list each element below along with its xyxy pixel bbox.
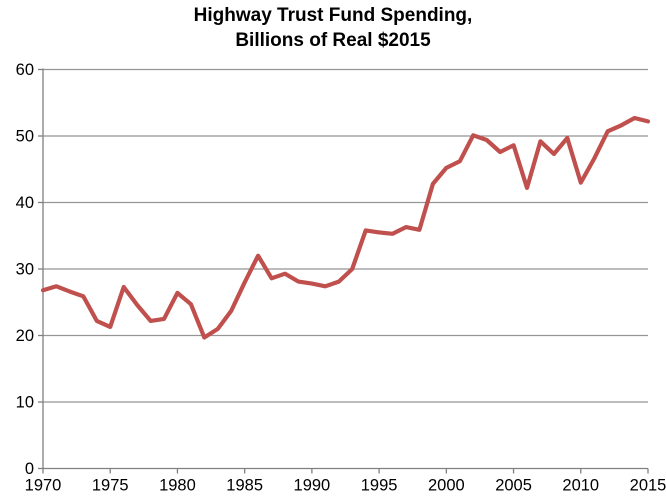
chart-title-line2: Billions of Real $2015 [235,30,431,51]
x-tick-label: 1975 [92,477,129,495]
chart-title-line1: Highway Trust Fund Spending, [193,5,473,26]
x-tick-label: 1990 [294,477,331,495]
x-tick-label: 1980 [159,477,196,495]
x-tick-label: 2010 [562,477,599,495]
y-tick-label: 60 [16,61,34,79]
x-tick-label: 2005 [495,477,532,495]
y-tick-label: 0 [25,460,34,478]
x-tick-label: 1995 [361,477,398,495]
spending-line [40,115,651,340]
x-tick-label: 1970 [25,477,62,495]
y-tick-label: 50 [16,128,34,146]
chart-title: Highway Trust Fund Spending, Billions of… [0,3,666,53]
y-tick-label: 20 [16,327,34,345]
y-tick-label: 40 [16,194,34,212]
y-tick-label: 30 [16,261,34,279]
x-tick-label: 2000 [428,477,465,495]
x-tick-label: 2015 [630,477,666,495]
x-tick-label: 1985 [226,477,263,495]
y-tick-label: 10 [16,394,34,412]
